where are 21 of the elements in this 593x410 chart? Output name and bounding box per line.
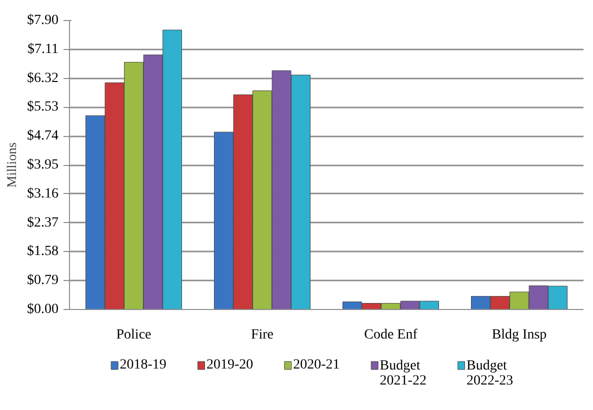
y-tick-label: $7.11 — [28, 42, 59, 57]
legend-label: Budget 2022-23 — [466, 358, 514, 388]
legend-label: 2018-19 — [120, 358, 166, 372]
y-tick-label: $1.58 — [27, 244, 58, 260]
x-tick-label: Code Enf — [364, 328, 418, 342]
y-tick-label: $2.37 — [27, 215, 58, 230]
y-tick-label: $5.53 — [27, 100, 58, 115]
y-tick-label: $0.00 — [27, 302, 58, 317]
x-tick-label: Fire — [250, 328, 274, 342]
y-tick-label: $4.74 — [27, 128, 58, 144]
y-axis-title: Millions — [4, 142, 19, 188]
x-tick-label: Police — [116, 328, 152, 342]
y-tick-label: $0.79 — [27, 273, 58, 288]
legend-label: Budget 2021-22 — [380, 358, 426, 388]
y-tick-label: $7.90 — [27, 13, 58, 28]
y-tick-label: $3.16 — [27, 186, 58, 202]
legend-label: 2020-21 — [293, 358, 340, 372]
y-tick-label: $3.95 — [27, 158, 58, 172]
x-tick-label: Bldg Insp — [492, 328, 547, 342]
y-tick-label: $6.32 — [27, 70, 58, 86]
legend-label: 2019-20 — [206, 358, 254, 372]
